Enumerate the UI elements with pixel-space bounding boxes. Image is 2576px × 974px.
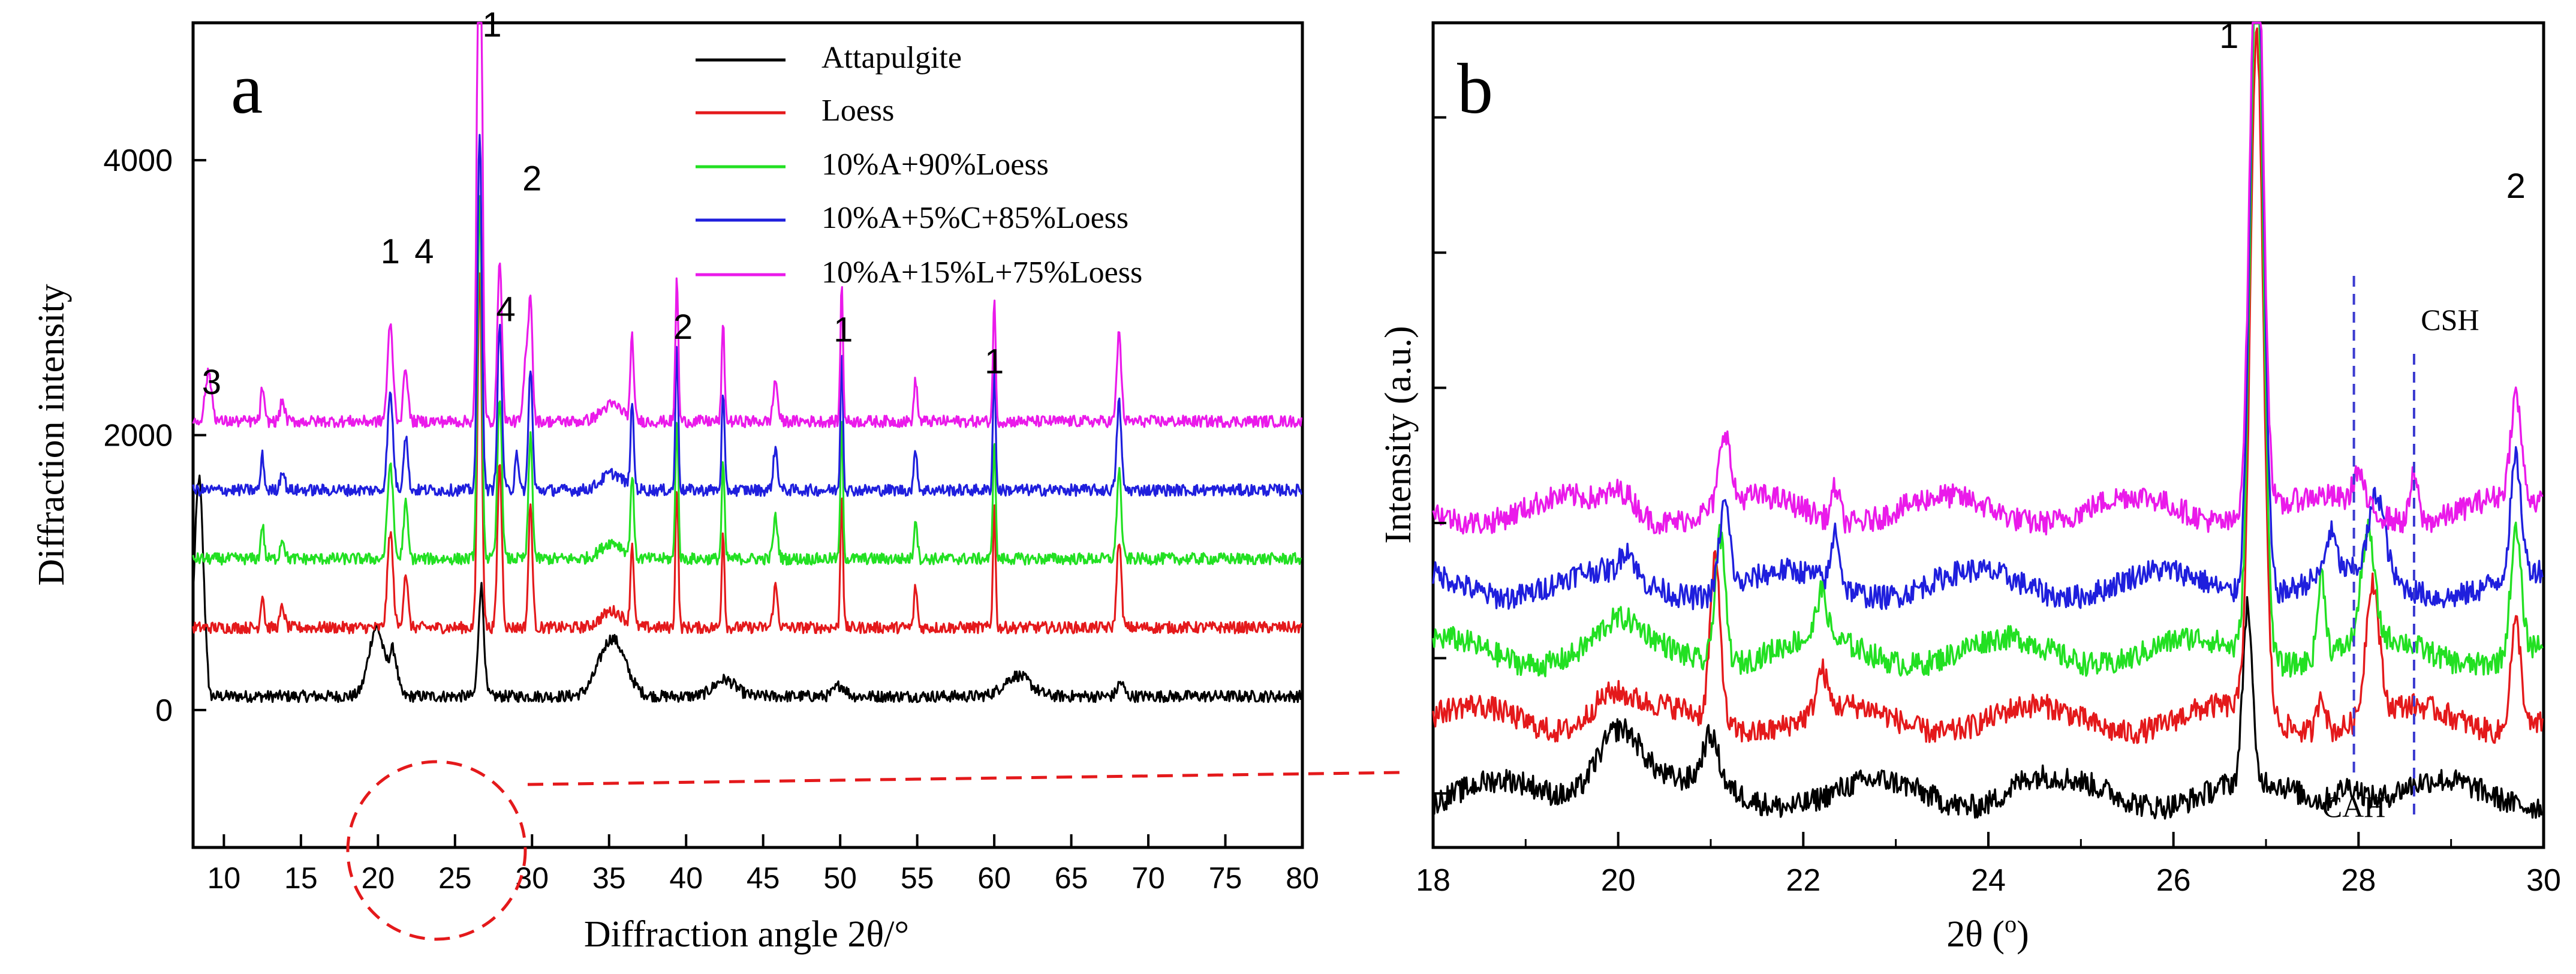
panel-b-x-ticks: 18 20 22 24 26 28 30 — [1416, 832, 2561, 898]
panel-b-x-tick-label: 28 — [2341, 863, 2376, 898]
panel-a-peak-label: 1 — [833, 311, 853, 350]
panel-a-legend: Attapulgite Loess 10%A+90%Loess 10%A+5%C… — [696, 41, 1142, 290]
legend-label-attapulgite: Attapulgite — [821, 41, 962, 75]
panel-a-series-attapulgite — [192, 474, 1302, 704]
zoom-region-circle — [346, 760, 527, 941]
panel-a-y-axis-title: Diffraction intensity — [31, 284, 72, 585]
zoom-connector-line — [527, 771, 1403, 786]
panel-a-x-tick-label: 15 — [284, 861, 318, 895]
panel-a-y-tick-label: 4000 — [103, 143, 173, 178]
panel-b-x-tick-label: 26 — [2156, 863, 2191, 898]
panel-b-series-attapulgite — [1432, 596, 2544, 820]
panel-a-y-tick-label: 0 — [155, 693, 173, 728]
panel-a-series-a10-l90 — [192, 195, 1302, 566]
panel-a-y-ticks: 0 2000 4000 — [103, 143, 206, 728]
panel-b-x-tick-label: 24 — [1971, 863, 2006, 898]
panel-a-plot-frame — [191, 21, 1304, 849]
panel-a-x-tick-label: 80 — [1286, 861, 1319, 895]
panel-a-peak-label: 3 — [202, 363, 221, 402]
panel-b-y-axis-title: Intensity (a.u.) — [1378, 326, 1419, 543]
panel-b-series-group — [1432, 22, 2544, 820]
panel-b-annotations: 1 2 CAH CSH — [2219, 17, 2526, 823]
panel-b-peak-label: 1 — [2219, 17, 2238, 56]
panel-a-x-tick-label: 45 — [747, 861, 780, 895]
panel-a-x-tick-label: 75 — [1209, 861, 1242, 895]
panel-a-series-a10-lime15-l75 — [192, 22, 1303, 428]
panel-a-peak-label: 1 — [482, 5, 501, 44]
panel-b: 18 20 22 24 26 28 30 1 2 CAH CSH b 2θ (o) Intensi… — [1378, 17, 2561, 955]
panel-a-peak-label: 1 — [381, 232, 400, 271]
panel-a-peak-label: 2 — [673, 308, 693, 347]
panel-a-x-tick-label: 20 — [362, 861, 395, 895]
panel-b-series-a10-lime15-l75 — [1432, 22, 2544, 536]
panel-a-x-tick-label: 70 — [1131, 861, 1165, 895]
panel-b-x-axis-title: 2θ (o) — [1946, 910, 2029, 955]
panel-a: 10 15 20 25 30 35 40 45 50 55 60 65 70 75 80 020004000… — [31, 5, 1403, 955]
legend-label-a10-lime15-l75: 10%A+15%L+75%Loess — [821, 255, 1142, 290]
panel-b-x-axis-degree: o — [2005, 910, 2017, 937]
panel-a-series-group — [192, 22, 1303, 704]
panel-a-x-tick-label: 35 — [592, 861, 626, 895]
panel-b-ref-label-csh: CSH — [2421, 303, 2479, 336]
panel-a-x-tick-label: 25 — [438, 861, 472, 895]
panel-a-peak-label: 4 — [414, 232, 434, 271]
panel-b-x-tick-label: 30 — [2526, 863, 2561, 898]
panel-b-series-a10-l90 — [1432, 22, 2544, 678]
panel-a-y-tick-label: 2000 — [103, 419, 173, 453]
legend-label-a10-l90: 10%A+90%Loess — [821, 148, 1049, 182]
panel-b-series-loess — [1432, 27, 2544, 744]
panel-a-peak-label: 1 — [985, 342, 1004, 381]
panel-a-label: a — [231, 49, 263, 128]
panel-a-x-tick-label: 60 — [977, 861, 1011, 895]
panel-b-ref-label-cah: CAH — [2322, 790, 2386, 823]
panel-b-x-tick-label: 22 — [1786, 863, 1820, 898]
panel-b-x-tick-label: 18 — [1416, 863, 1450, 898]
panel-b-label: b — [1457, 49, 1493, 128]
panel-a-peak-label: 4 — [496, 290, 515, 329]
panel-a-series-a10-c5-l85 — [192, 134, 1303, 497]
panel-b-series-a10-c5-l85 — [1432, 22, 2544, 611]
panel-b-peak-label: 2 — [2506, 167, 2526, 206]
panel-a-x-axis-title: Diffraction angle 2θ/° — [584, 914, 909, 955]
panel-a-series-loess — [192, 272, 1303, 635]
panel-a-x-tick-label: 65 — [1055, 861, 1088, 895]
panel-a-x-ticks: 10 15 20 25 30 35 40 45 50 55 60 65 70 75 80 — [207, 834, 1319, 895]
legend-label-a10-c5-l85: 10%A+5%C+85%Loess — [821, 201, 1128, 235]
panel-b-y-ticks — [1433, 116, 1446, 795]
panel-b-x-axis-close: ) — [2017, 914, 2029, 955]
panel-a-x-tick-label: 50 — [823, 861, 857, 895]
panel-b-x-tick-label: 20 — [1601, 863, 1636, 898]
panel-a-x-tick-label: 10 — [207, 861, 241, 895]
panel-a-x-tick-label: 40 — [669, 861, 703, 895]
legend-label-loess: Loess — [821, 94, 894, 128]
panel-a-peak-label: 2 — [522, 160, 541, 199]
panel-a-x-tick-label: 55 — [901, 861, 934, 895]
